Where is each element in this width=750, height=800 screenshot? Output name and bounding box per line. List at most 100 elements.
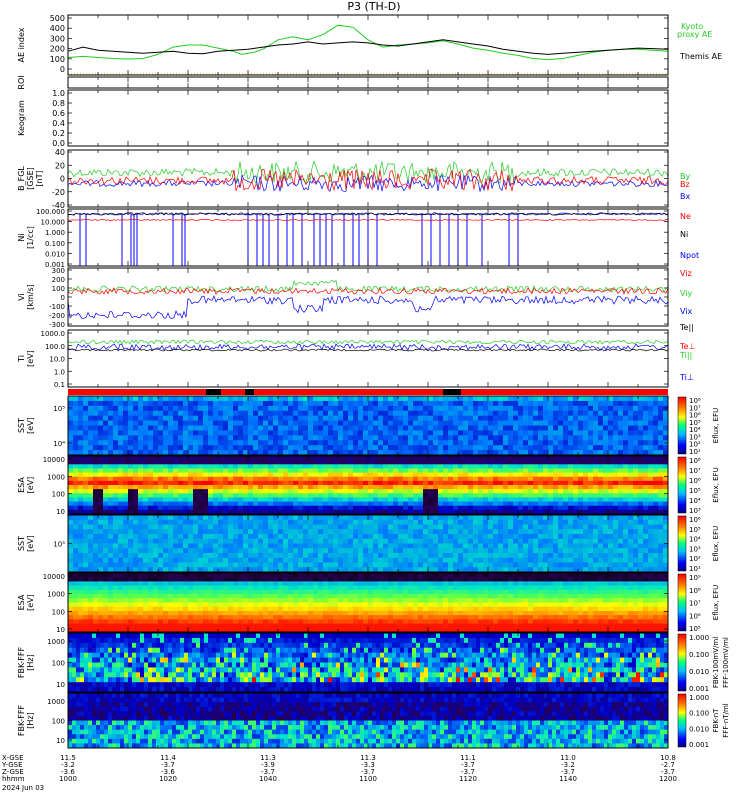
sst-e-cbar-tick: 10³ (689, 545, 701, 553)
vi-ytick-label: -200 (49, 312, 65, 320)
ni-ytick-label: 10.000 (41, 219, 66, 227)
ae-series-0 (67, 24, 669, 61)
bfgl-ylabel: [GSE] (26, 167, 35, 190)
ni-legend: Ne Ni Npot (680, 212, 699, 260)
bfgl-legend-by: By (680, 172, 690, 181)
sst-i-cbar-tick: 10⁵ (689, 419, 701, 427)
ti-ylabel: Ti (17, 355, 26, 363)
ti-ytick-label: 1000.0 (41, 330, 66, 338)
vi-ylabel: Vi (17, 293, 26, 301)
esa-e-cbar-tick: 10⁸ (689, 587, 701, 595)
plot-title: P3 (TH-D) (347, 0, 400, 13)
esa-i-ylabel: [eV] (26, 477, 35, 494)
fbk-e-ylabel: [Hz] (26, 654, 35, 670)
ae-ytick-label: 100 (50, 55, 65, 64)
fbk-b-cbar-tick: 1.000 (689, 694, 709, 702)
esa-i-ytick-label: 10000 (43, 456, 65, 464)
esa-e-cbar-tick: 10⁵ (689, 625, 701, 633)
x-tick-x: 10.8 (660, 754, 676, 762)
esa-i-cbar-tick: 10⁷ (689, 467, 701, 475)
x-tick-z: -3.7 (461, 768, 475, 776)
ni-ytick-label: 0.010 (45, 250, 65, 258)
sst-i-ytick-label: 10⁴ (53, 440, 65, 448)
vi-ytick-label: 100 (52, 285, 65, 293)
ae-ylabel: AE index (17, 27, 26, 62)
sst-i-cbar-tick: 10³ (689, 433, 701, 441)
ti-legend-tiperp: Ti⊥ (679, 373, 694, 382)
fbk-b-ytick-label: 10 (56, 737, 65, 745)
ae-ytick-label: 400 (50, 24, 65, 33)
ti-legend: Te|| Te⊥ Ti|| Ti⊥ (679, 323, 695, 382)
vi-legend: Viz Viy Vix (680, 269, 693, 316)
ti-legend-teperp: Te⊥ (679, 342, 695, 351)
ae-legend-proxy: proxy AE (677, 30, 712, 39)
x-tick-y: -3.2 (61, 761, 75, 769)
x-row-label: X-GSE (2, 754, 24, 762)
fbk-b-ylabel: FBK-FFF (17, 705, 26, 737)
x-tick-z: -3.7 (661, 768, 675, 776)
sst-e-cbar-label: Eflux, EFU (712, 526, 720, 561)
fbk-b-cbar-tick: 0.001 (689, 741, 709, 749)
sst-i-spectrogram (68, 396, 669, 456)
vi-line-viz (67, 287, 669, 295)
esa-e-ylabel: [eV] (26, 594, 35, 611)
ae-legend-kyoto: Kyoto (681, 22, 703, 31)
vi-ytick-label: -100 (49, 303, 65, 311)
esa-e-ytick-label: 1000 (47, 591, 65, 599)
x-tick-z: -3.6 (161, 768, 175, 776)
ni-ylabel: Ni (17, 233, 26, 241)
fbk-b-ytick-label: 100 (52, 718, 65, 726)
fbk-e-cbar-tick: 0.100 (689, 651, 709, 659)
ni-legend-ne: Ne (680, 212, 691, 221)
bfgl-legend: Bz By Bx (680, 172, 690, 201)
sst-i-colorbar (677, 396, 687, 455)
x-tick-z: -3.7 (561, 768, 575, 776)
ae-ytick-label: 500 (50, 14, 65, 23)
ti-ytick-label: 0.1 (54, 381, 65, 389)
ni-ylabel: [1/cc] (26, 226, 35, 249)
x-tick-t: 1140 (559, 775, 577, 783)
ni-legend-ni: Ni (680, 230, 688, 239)
esa-i-cbar-label: Eflux, EFU (712, 467, 720, 502)
bfgl-ytick-label: -40 (52, 201, 65, 210)
fbk-e-ylabel: FBK-FFF (17, 647, 26, 679)
sst-e-cbar-tick: 10² (689, 555, 701, 563)
esa-i-spectrogram (68, 456, 669, 515)
ae-ytick-label: 300 (50, 34, 65, 43)
sst-i-cbar-tick: 10⁷ (689, 404, 701, 412)
sst-i-cbar-tick: 10⁶ (689, 412, 701, 420)
esa-e-ylabel: ESA (17, 594, 26, 610)
vi-line-viy (67, 279, 669, 293)
esa-e-cbar-label: Eflux, EFU (712, 585, 720, 620)
keogram-frame (67, 89, 669, 147)
ni-line-ni (67, 212, 669, 216)
x-tick-y: -3.2 (561, 761, 575, 769)
x-tick-t: 1040 (259, 775, 277, 783)
vi-ytick-label: -300 (49, 321, 65, 329)
esa-i-cbar-tick: 10⁵ (689, 487, 701, 495)
esa-i-cbar-tick: 10³ (689, 507, 701, 515)
ti-legend-tepar: Te|| (679, 323, 694, 332)
x-tick-z: -3.6 (61, 768, 75, 776)
vi-legend-vix: Vix (680, 307, 693, 316)
x-tick-y: -3.3 (361, 761, 375, 769)
vi-legend-viy: Viy (680, 289, 693, 298)
fbk-e-cbar-label: FBK-100mV/ml (712, 637, 720, 688)
bfgl-ylabel: [nT] (35, 170, 44, 186)
ti-line-tiperp (67, 343, 669, 351)
bfgl-line-by (67, 160, 669, 185)
x-tick-x: 11.1 (460, 754, 476, 762)
fbk-b-ytick-label: 1000 (47, 698, 65, 706)
x-tick-t: 1100 (359, 775, 377, 783)
sst-e-ylabel: [eV] (26, 535, 35, 552)
keogram-ytick-label: 0.4 (52, 119, 65, 128)
sst-i-ylabel: [eV] (26, 417, 35, 434)
x-tick-x: 11.3 (260, 754, 276, 762)
esa-e-spectrogram (68, 573, 669, 633)
sst-e-colorbar (677, 515, 687, 572)
esa-i-ytick-label: 1000 (47, 473, 65, 481)
x-row-label: Z-GSE (2, 768, 24, 776)
roi-ylabel: ROI (17, 75, 26, 89)
bfgl-ytick-label: -20 (52, 188, 65, 197)
ae-series-1 (67, 39, 669, 55)
